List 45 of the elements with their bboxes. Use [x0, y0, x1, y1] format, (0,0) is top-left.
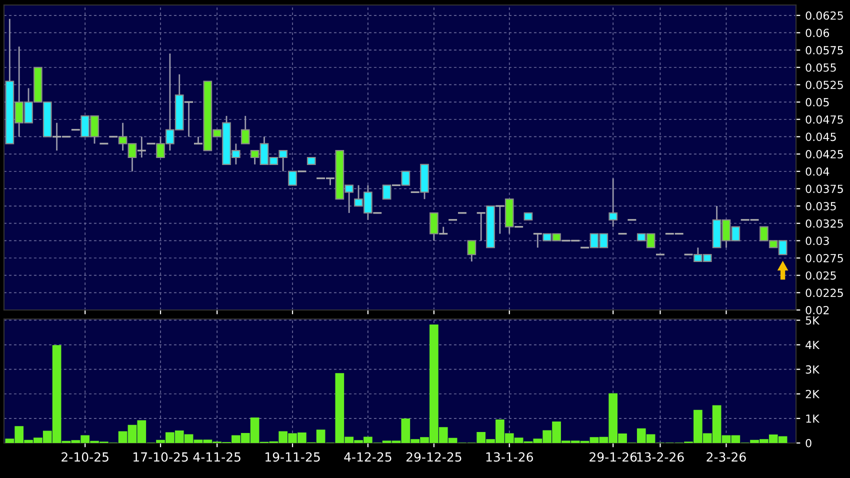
x-tick-label: 2-3-26: [706, 452, 746, 462]
y-tick-label: 1K: [806, 414, 820, 423]
candlestick: [240, 115, 250, 144]
x-tick-label: 2-10-25: [62, 452, 108, 462]
candlestick: [136, 136, 147, 158]
candlestick: [382, 184, 392, 200]
y-tick-label: 0.0275: [806, 254, 843, 262]
y-tick-label: 3K: [806, 365, 820, 374]
y-tick-label: 0.045: [806, 132, 836, 142]
y-tick-label: 2K: [806, 390, 820, 398]
y-tick-label: 0.0525: [806, 80, 843, 90]
y-tick-label: 0.0475: [806, 115, 843, 124]
y-tick-label: 0.0225: [806, 288, 843, 298]
x-tick-label: 19-11-25: [266, 452, 320, 462]
x-tick-label: 29-1-26: [590, 452, 637, 462]
x-tick-label: 29-12-25: [406, 452, 462, 462]
candlestick: [494, 205, 506, 234]
y-tick-label: 0.0325: [806, 219, 843, 228]
candlestick: [608, 178, 618, 228]
x-tick-label: 4-11-25: [193, 452, 240, 462]
y-tick-label: 0.035: [806, 202, 836, 210]
candlestick: [467, 240, 476, 262]
candlestick: [430, 212, 438, 242]
y-tick-label: 0.06: [806, 28, 830, 38]
y-tick-label: 0: [806, 438, 812, 448]
y-tick-label: 0.0575: [806, 46, 843, 54]
y-tick-label: 0.05: [806, 98, 829, 106]
x-tick-label: 13-2-26: [637, 452, 684, 462]
x-tick-label: 13-1-26: [486, 452, 533, 462]
y-tick-label: 0.04: [806, 167, 830, 176]
y-tick-label: 0.055: [806, 63, 836, 72]
y-tick-label: 0.02: [806, 306, 829, 314]
y-tick-label: 0.0375: [806, 184, 843, 194]
candlestick: [401, 170, 410, 186]
y-tick-label: 4K: [806, 340, 820, 350]
candlestick: [288, 170, 297, 186]
y-tick-label: 0.03: [806, 236, 829, 246]
y-tick-label: 0.0625: [806, 11, 843, 20]
y-tick-label: 0.025: [806, 271, 836, 280]
y-tick-label: 0.0425: [806, 150, 843, 158]
y-tick-label: 5K: [806, 316, 820, 325]
candlestick: [476, 212, 486, 242]
candlestick: [184, 101, 194, 138]
x-tick-label: 4-12-25: [344, 452, 392, 462]
x-tick-label: 17-10-25: [134, 452, 188, 462]
